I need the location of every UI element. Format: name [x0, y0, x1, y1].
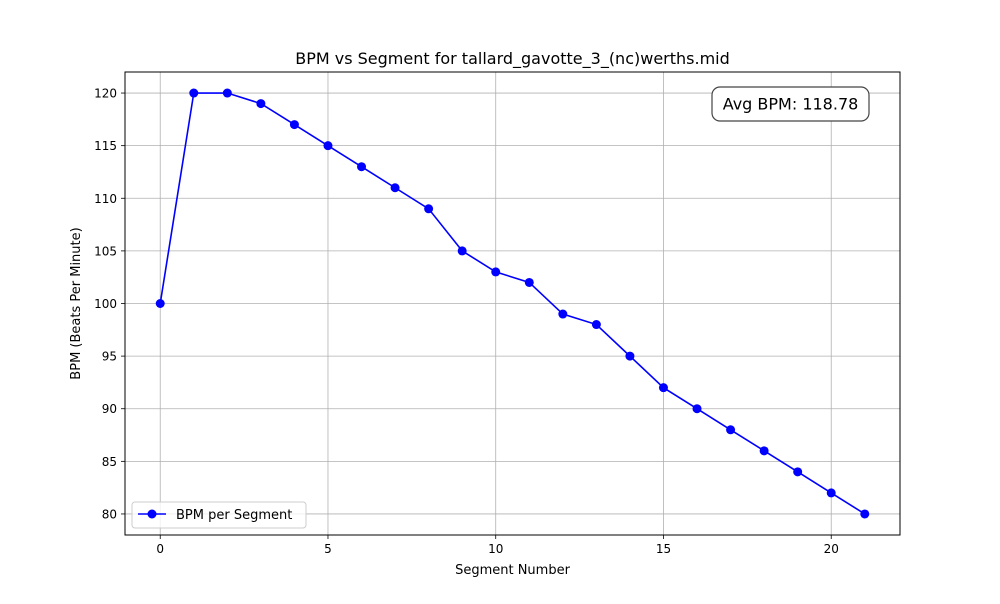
avg-bpm-annotation: Avg BPM: 118.78	[711, 86, 870, 122]
data-point	[189, 88, 199, 98]
y-axis-ticks: 80 85 90 95 100 105 110 115 120	[94, 87, 125, 521]
x-tick-label: 20	[824, 542, 839, 556]
x-axis-label: Segment Number	[455, 563, 571, 578]
data-point	[826, 488, 836, 498]
data-point	[256, 99, 266, 109]
legend-box	[131, 501, 307, 529]
x-tick-label: 15	[656, 542, 671, 556]
grid-lines	[125, 72, 900, 535]
x-axis-ticks: 0 5 10 15 20	[156, 535, 839, 556]
x-tick-label: 0	[156, 542, 164, 556]
data-point	[726, 425, 736, 435]
y-tick-label: 95	[102, 350, 117, 364]
y-tick-label: 115	[94, 139, 117, 153]
data-point	[222, 88, 232, 98]
annotation-box	[711, 86, 870, 122]
legend-marker-sample	[147, 509, 157, 519]
data-point	[860, 509, 870, 519]
y-tick-label: 85	[102, 455, 117, 469]
data-point	[155, 299, 165, 308]
legend-label: BPM per Segment	[176, 508, 292, 523]
x-tick-label: 10	[488, 542, 503, 556]
series-line	[159, 92, 866, 515]
data-point	[491, 267, 501, 277]
y-tick-label: 120	[94, 87, 117, 101]
data-point	[759, 446, 769, 456]
data-point	[658, 383, 668, 393]
y-tick-label: 100	[94, 297, 117, 311]
series-layer	[155, 88, 870, 519]
chart-title: BPM vs Segment for tallard_gavotte_3_(nc…	[295, 49, 730, 69]
x-tick-label: 5	[324, 542, 332, 556]
data-point	[591, 320, 601, 330]
data-point	[524, 277, 534, 287]
data-point	[323, 141, 333, 151]
data-point	[390, 183, 400, 193]
y-axis-label: BPM (Beats Per Minute)	[69, 227, 84, 379]
plot-area	[124, 71, 901, 536]
data-point	[625, 351, 635, 361]
y-tick-label: 90	[102, 402, 117, 416]
data-point	[424, 204, 434, 214]
data-point	[357, 162, 367, 172]
data-point	[457, 246, 467, 256]
y-tick-label: 110	[94, 192, 117, 206]
data-point	[558, 309, 568, 319]
y-tick-label: 105	[94, 244, 117, 258]
y-tick-label: 80	[102, 507, 117, 521]
legend: BPM per Segment	[131, 501, 307, 529]
avg-bpm-text: Avg BPM: 118.78	[723, 95, 859, 114]
data-point	[692, 404, 702, 414]
data-point	[793, 467, 803, 477]
data-point	[289, 120, 299, 130]
